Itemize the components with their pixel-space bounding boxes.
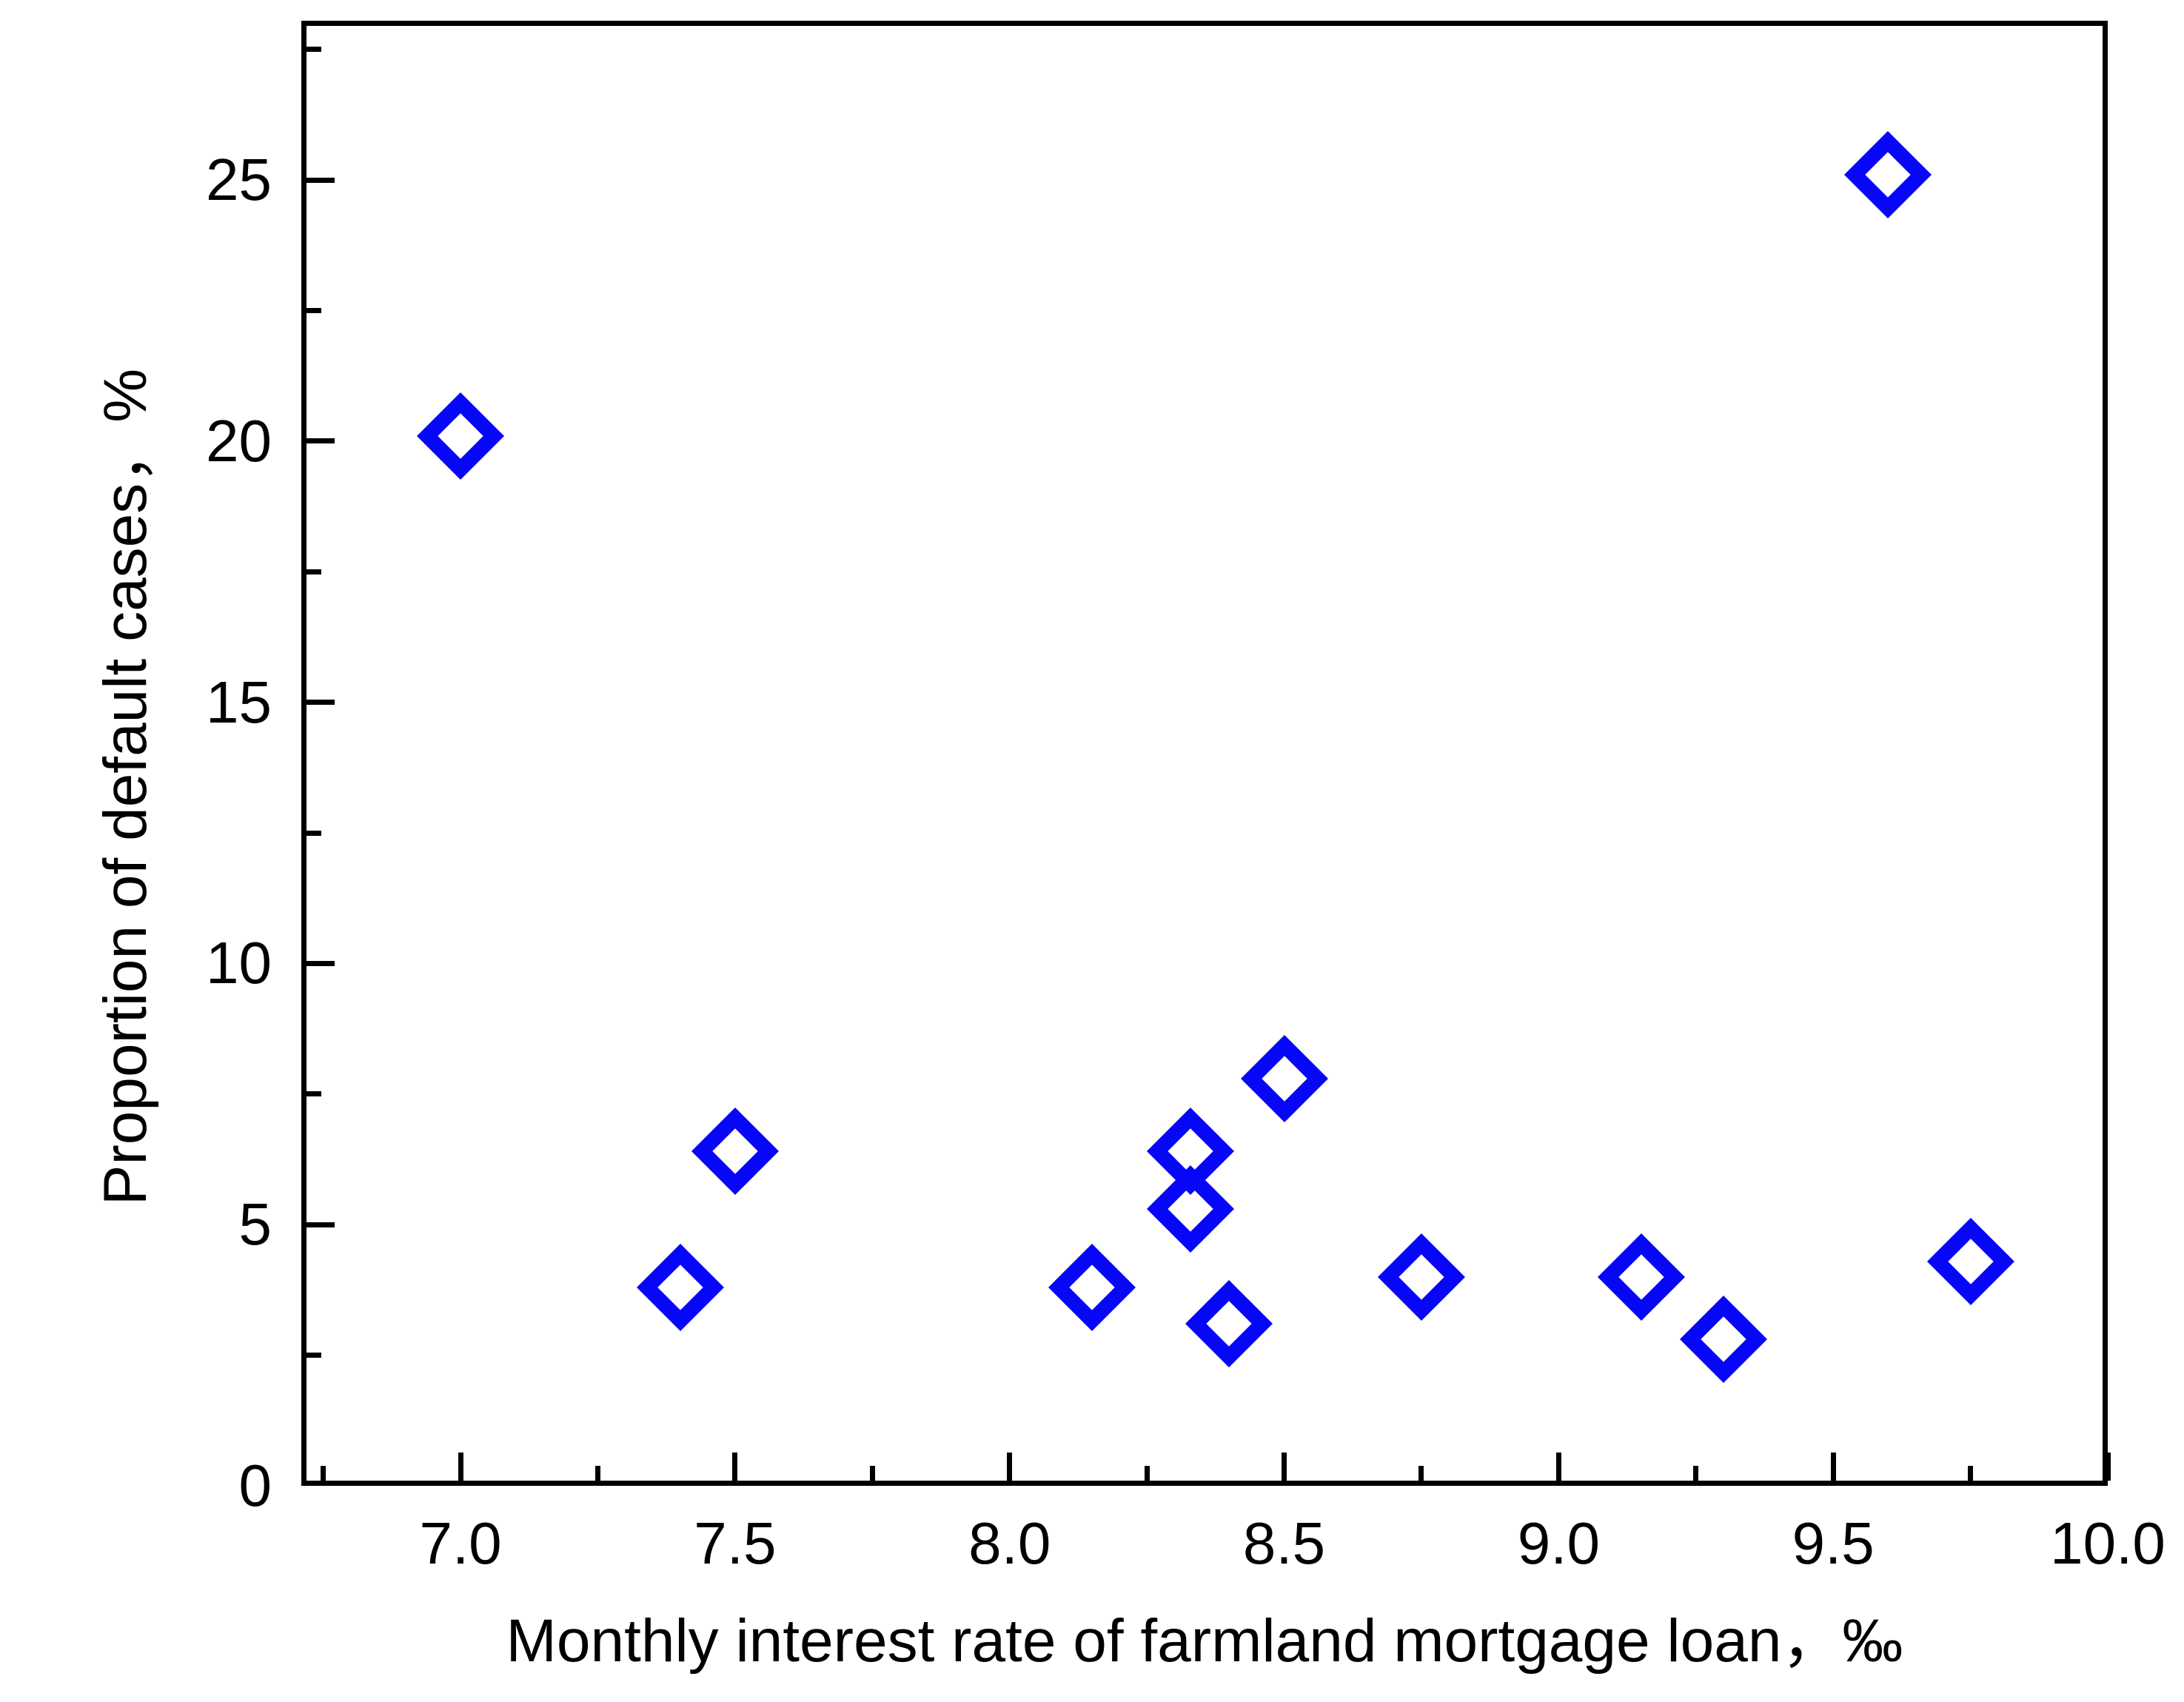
data-point-marker: [1679, 1296, 1767, 1384]
x-tick-label: 7.5: [694, 1510, 777, 1576]
x-axis-major-tick: [1007, 1453, 1013, 1481]
data-point-marker: [1240, 1034, 1328, 1122]
x-tick-label: 7.0: [419, 1510, 502, 1576]
data-point-marker: [1597, 1233, 1685, 1321]
data-point-marker: [1048, 1243, 1136, 1331]
data-point-marker: [1147, 1165, 1235, 1253]
x-axis-minor-tick: [1418, 1466, 1424, 1481]
x-axis-minor-tick: [869, 1466, 875, 1481]
x-tick-label: 9.0: [1517, 1510, 1600, 1576]
y-tick-label: 5: [238, 1191, 272, 1258]
y-tick-label: 0: [238, 1453, 272, 1518]
data-point-marker: [1185, 1280, 1273, 1368]
y-tick-label: 15: [206, 669, 272, 735]
y-axis-major-tick: [307, 700, 335, 706]
x-axis-minor-tick: [1144, 1466, 1150, 1481]
y-axis-minor-tick: [307, 569, 321, 574]
x-axis-minor-tick: [321, 1466, 326, 1481]
x-axis-major-tick: [732, 1453, 738, 1481]
y-axis-minor-tick: [307, 308, 321, 314]
x-axis-minor-tick: [1693, 1466, 1699, 1481]
x-axis-title: Monthly interest rate of farmland mortga…: [506, 1607, 1903, 1675]
x-tick-label: 9.5: [1792, 1510, 1875, 1576]
y-axis-major-tick: [307, 1222, 335, 1227]
data-point-marker: [1926, 1217, 2014, 1305]
y-tick-label: 25: [206, 147, 272, 213]
x-tick-label: 10.0: [2050, 1510, 2165, 1576]
x-axis-minor-tick: [1968, 1466, 1974, 1481]
y-axis-major-tick: [307, 438, 335, 444]
y-axis-minor-tick: [307, 830, 321, 836]
x-tick-label: 8.0: [968, 1510, 1051, 1576]
y-axis-major-tick: [307, 177, 335, 183]
data-point-marker: [417, 392, 505, 480]
x-axis-major-tick: [1555, 1453, 1561, 1481]
x-tick-label: 8.5: [1242, 1510, 1326, 1576]
data-point-marker: [1377, 1233, 1465, 1321]
x-axis-major-tick: [1830, 1453, 1836, 1481]
y-axis-minor-tick: [307, 1091, 321, 1097]
y-tick-label: 20: [206, 407, 272, 474]
plot-area: [301, 21, 2108, 1486]
y-axis-title: Proportion of default cases，%: [92, 368, 159, 1205]
data-point-marker: [1844, 131, 1932, 219]
x-axis-major-tick: [458, 1453, 463, 1481]
y-axis-minor-tick: [307, 47, 321, 53]
x-axis-major-tick: [2105, 1453, 2111, 1481]
data-point-marker: [636, 1243, 724, 1331]
data-point-marker: [691, 1108, 779, 1196]
y-tick-label: 10: [206, 930, 272, 996]
y-axis-minor-tick: [307, 1353, 321, 1358]
y-axis-major-tick: [307, 960, 335, 966]
x-axis-minor-tick: [594, 1466, 600, 1481]
x-axis-major-tick: [1282, 1453, 1287, 1481]
